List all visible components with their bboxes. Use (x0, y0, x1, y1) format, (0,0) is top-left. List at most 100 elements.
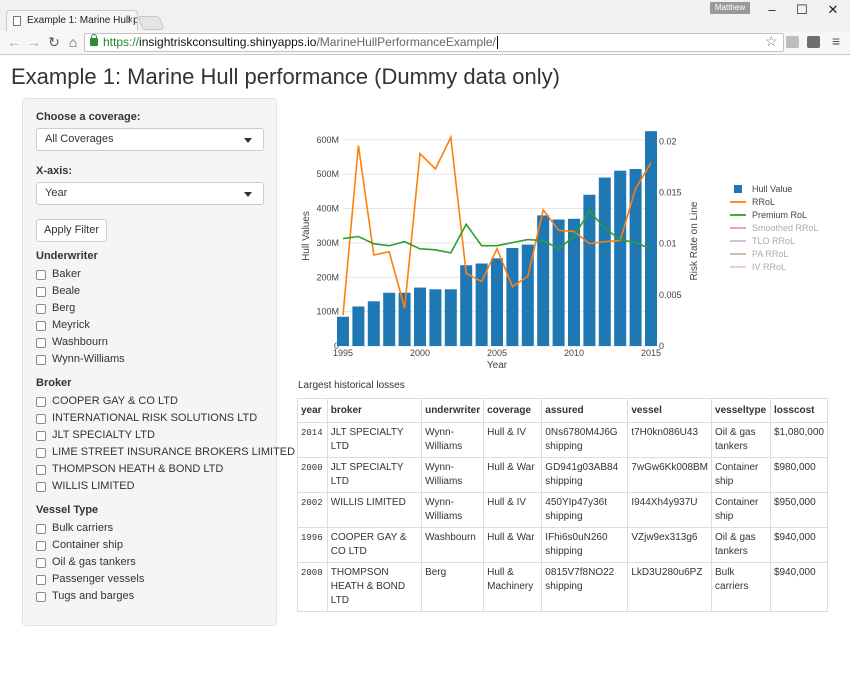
y-tick-label: 200M (316, 272, 339, 282)
broker-option[interactable]: COOPER GAY & CO LTD (36, 393, 263, 410)
checkbox[interactable] (36, 591, 46, 602)
y-tick-label: 300M (316, 238, 339, 248)
bookmark-star-icon[interactable]: ☆ (765, 33, 778, 49)
cell-underwriter: Wynn-Williams (421, 422, 485, 458)
new-tab-button[interactable] (137, 16, 165, 30)
column-header[interactable]: underwriter (421, 398, 485, 423)
cell-vessel: VZjw9ex313g6 (627, 527, 713, 563)
checkbox[interactable] (36, 523, 46, 534)
chevron-down-icon (244, 192, 252, 197)
cell-assured: 0815V7f8NO22 shipping (541, 562, 629, 612)
checkbox[interactable] (36, 430, 46, 441)
bar (398, 292, 411, 346)
vessel-type-option[interactable]: Container ship (36, 537, 263, 554)
legend-item: IV RRoL (730, 262, 786, 272)
legend-item: RRoL (730, 197, 775, 207)
tab-close-icon[interactable]: × (127, 15, 133, 26)
cell-year: 2002 (297, 492, 328, 528)
cell-losscost: $940,000 (769, 527, 829, 563)
broker-title: Broker (36, 377, 72, 389)
checkbox-label: JLT SPECIALTY LTD (52, 429, 155, 441)
bar (521, 244, 534, 346)
cell-coverage: Hull & IV (483, 422, 543, 458)
close-window-icon[interactable]: ✕ (827, 2, 839, 17)
underwriter-option[interactable]: Baker (36, 266, 263, 283)
checkbox[interactable] (36, 320, 46, 331)
underwriter-option[interactable]: Washbourn (36, 334, 263, 351)
vessel-type-option[interactable]: Tugs and barges (36, 588, 263, 605)
apply-filter-button[interactable]: Apply Filter (36, 219, 108, 242)
column-header[interactable]: vesseltype (711, 398, 771, 423)
y-tick-label: 400M (316, 204, 339, 214)
checkbox[interactable] (36, 574, 46, 585)
browser-toolbar: ← → ↻ ⌂ https://insightriskconsulting.sh… (0, 31, 850, 55)
broker-option[interactable]: JLT SPECIALTY LTD (36, 427, 263, 444)
underwriter-option[interactable]: Meyrick (36, 317, 263, 334)
checkbox-label: Wynn-Williams (52, 353, 125, 365)
checkbox[interactable] (36, 396, 46, 407)
address-bar[interactable]: https://insightriskconsulting.shinyapps.… (84, 33, 784, 52)
y2-tick-label: 0.01 (659, 239, 677, 249)
cell-assured: GD941g03AB84 shipping (541, 457, 629, 493)
underwriter-option[interactable]: Beale (36, 283, 263, 300)
column-header[interactable]: vessel (627, 398, 713, 423)
cell-year: 1996 (297, 527, 328, 563)
vessel-type-option[interactable]: Bulk carriers (36, 520, 263, 537)
minimize-icon[interactable]: – (768, 2, 776, 17)
checkbox[interactable] (36, 481, 46, 492)
checkbox[interactable] (36, 269, 46, 280)
underwriter-option[interactable]: Berg (36, 300, 263, 317)
browser-tab[interactable]: Example 1: Marine Hull pe × (6, 10, 138, 32)
home-icon[interactable]: ⌂ (68, 34, 78, 50)
broker-option[interactable]: THOMPSON HEATH & BOND LTD (36, 461, 263, 478)
broker-option[interactable]: INTERNATIONAL RISK SOLUTIONS LTD (36, 410, 263, 427)
checkbox[interactable] (36, 447, 46, 458)
column-header[interactable]: assured (541, 398, 629, 423)
xaxis-value: Year (45, 187, 68, 199)
bar (629, 168, 642, 346)
checkbox[interactable] (36, 303, 46, 314)
column-header[interactable]: broker (326, 398, 423, 423)
table-row: 2008 THOMPSON HEATH & BOND LTD Berg Hull… (297, 562, 829, 612)
checkbox[interactable] (36, 464, 46, 475)
forward-arrow-icon[interactable]: → (27, 34, 41, 50)
vessel-type-option[interactable]: Passenger vessels (36, 571, 263, 588)
x-tick-label: 2015 (641, 348, 661, 358)
checkbox[interactable] (36, 354, 46, 365)
checkbox[interactable] (36, 413, 46, 424)
checkbox[interactable] (36, 540, 46, 551)
checkbox[interactable] (36, 286, 46, 297)
x-tick-label: 2005 (487, 348, 507, 358)
hull-performance-chart[interactable]: 0 100M 200M 300M 400M 500M 600M 0 0.005 0.01 0.015… (295, 118, 835, 376)
profile-badge[interactable]: Matthew (710, 2, 750, 14)
extension-icon[interactable] (807, 36, 820, 48)
xaxis-select[interactable]: Year (36, 182, 264, 205)
broker-option[interactable]: WILLIS LIMITED (36, 478, 263, 495)
coverage-select[interactable]: All Coverages (36, 128, 264, 151)
column-header[interactable]: year (297, 398, 328, 423)
cell-coverage: Hull & Machinery (483, 562, 543, 612)
cell-vessel: LkD3U280u6PZ (627, 562, 713, 612)
browser-menu-icon[interactable]: ≡ (832, 33, 841, 49)
y2-tick-label: 0.005 (659, 290, 682, 300)
tab-title: Example 1: Marine Hull pe (27, 15, 138, 26)
checkbox[interactable] (36, 337, 46, 348)
cell-assured: IFhi6s0uN260 shipping (541, 527, 629, 563)
bar (598, 177, 611, 346)
back-arrow-icon[interactable]: ← (7, 34, 21, 50)
filter-sidebar: Choose a coverage: All Coverages X-axis:… (22, 98, 295, 626)
cloud-extension-icon[interactable] (786, 36, 799, 48)
cell-underwriter: Berg (421, 562, 485, 612)
url-path: /MarineHullPerformanceExample/ (316, 35, 496, 49)
vessel-type-option[interactable]: Oil & gas tankers (36, 554, 263, 571)
broker-option[interactable]: LIME STREET INSURANCE BROKERS LIMITED (36, 444, 295, 461)
bar (567, 218, 581, 346)
series-line (342, 209, 652, 254)
column-header[interactable]: losscost (769, 398, 829, 423)
checkbox[interactable] (36, 557, 46, 568)
underwriter-option[interactable]: Wynn-Williams (36, 351, 263, 368)
cell-vesseltype: Oil & gas tankers (711, 527, 771, 563)
column-header[interactable]: coverage (483, 398, 543, 423)
maximize-icon[interactable]: ☐ (796, 2, 808, 17)
reload-icon[interactable]: ↻ (48, 34, 60, 50)
